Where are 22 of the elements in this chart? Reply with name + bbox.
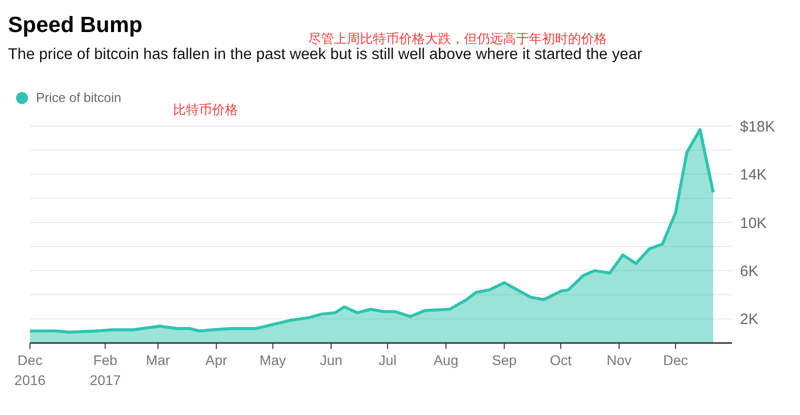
y-tick-label: 10K [740,214,767,232]
x-tick-label: Mar [146,352,170,368]
y-tick-label: 14K [740,166,767,184]
y-tick-label: $18K [740,118,776,136]
x-tick-label: Dec 2016 [14,352,46,388]
text: 尽管上周比特币价格大跌，但仍远高于年初时的价格 [308,30,607,48]
x-tick-label: Dec [663,352,688,368]
x-tick-label: May [260,352,286,368]
y-tick-label: 2K [740,311,758,328]
x-tick-label: Nov [606,352,632,368]
text: 比特币价格 [173,101,238,119]
x-tick-label: Apr [205,352,228,368]
x-tick-label: Aug [433,352,458,368]
x-tick-label: Oct [550,352,572,368]
y-tick-label: 6K [740,262,758,280]
x-tick-label: Jun [320,352,342,368]
x-tick-label: Feb 2017 [90,352,122,388]
chart-subtitle: The price of bitcoin has fallen in the past week but is still well above where it started the year [8,46,642,64]
chart-title: Speed Bump [8,12,142,38]
x-tick-label: Jul [378,352,397,368]
legend-label: Price of bitcoin [35,90,122,105]
x-tick-label: Sep [492,352,517,368]
